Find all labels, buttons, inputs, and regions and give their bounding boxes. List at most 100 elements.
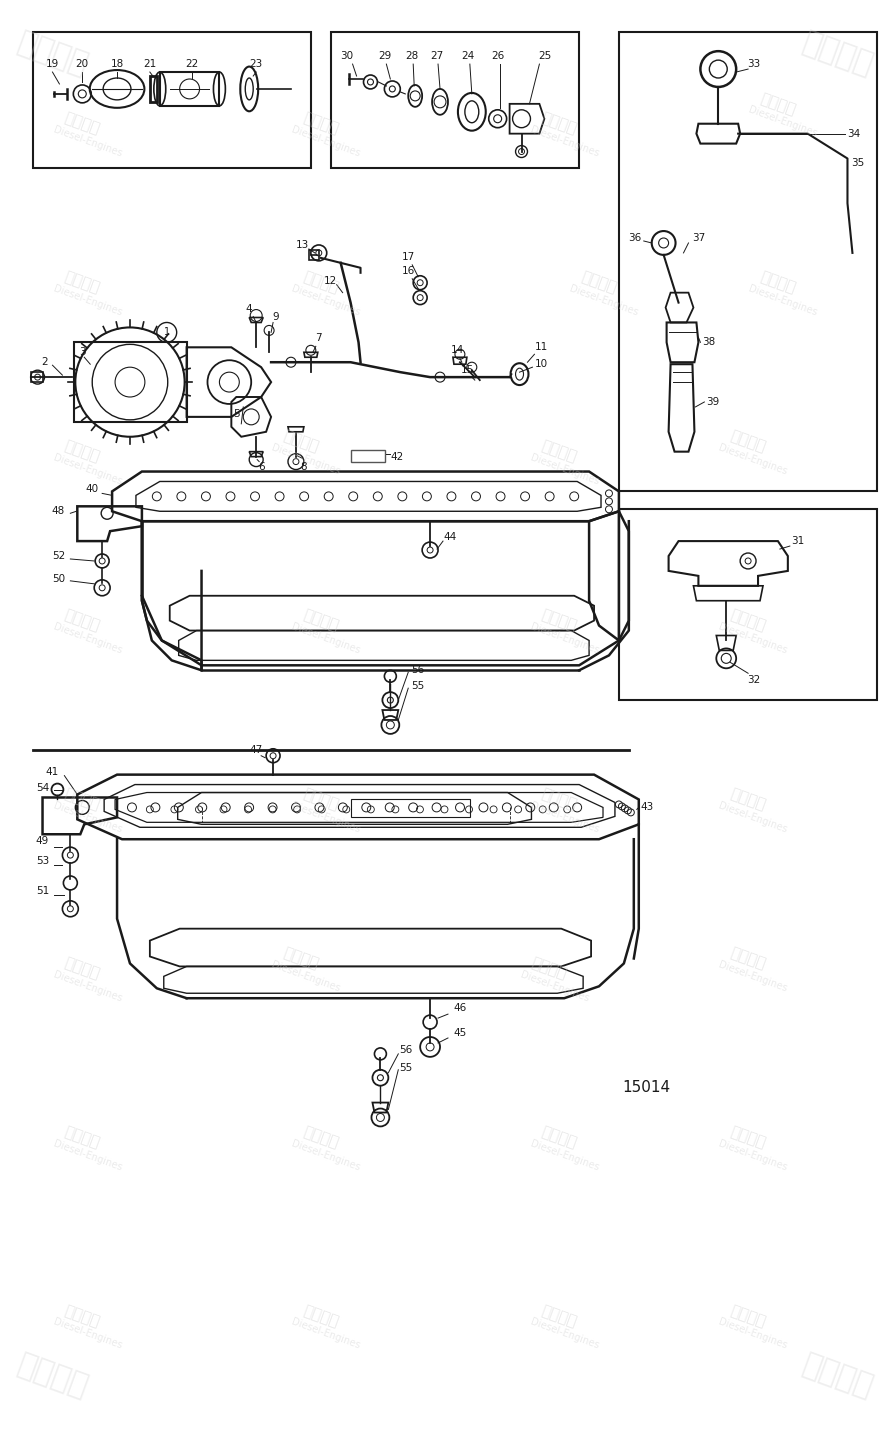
Text: 8: 8 bbox=[301, 462, 307, 472]
Text: Diesel-Engines: Diesel-Engines bbox=[52, 283, 123, 318]
Text: 聚发动力: 聚发动力 bbox=[728, 607, 768, 634]
Text: 41: 41 bbox=[46, 767, 59, 777]
Text: 聚发动力: 聚发动力 bbox=[539, 438, 579, 465]
Text: 46: 46 bbox=[453, 1003, 466, 1013]
Text: Diesel-Engines: Diesel-Engines bbox=[52, 452, 123, 487]
Text: 13: 13 bbox=[296, 240, 310, 250]
Text: Diesel-Engines: Diesel-Engines bbox=[290, 1317, 361, 1351]
Text: 9: 9 bbox=[272, 312, 279, 322]
Text: 聚发动力: 聚发动力 bbox=[62, 1304, 102, 1329]
Text: 6: 6 bbox=[258, 462, 264, 472]
Text: 3: 3 bbox=[79, 348, 85, 358]
Text: 43: 43 bbox=[640, 803, 653, 813]
Text: 聚发动力: 聚发动力 bbox=[728, 1304, 768, 1329]
Text: 聚发动力: 聚发动力 bbox=[301, 1125, 341, 1151]
Text: 聚发动力: 聚发动力 bbox=[62, 269, 102, 296]
Text: 聚发动力: 聚发动力 bbox=[281, 946, 320, 972]
Text: Diesel-Engines: Diesel-Engines bbox=[52, 1317, 123, 1351]
Text: 27: 27 bbox=[431, 52, 444, 62]
Text: 17: 17 bbox=[401, 252, 415, 262]
Text: 20: 20 bbox=[76, 59, 89, 69]
Text: 39: 39 bbox=[706, 396, 719, 406]
Text: Diesel-Engines: Diesel-Engines bbox=[748, 283, 819, 318]
Text: 7: 7 bbox=[315, 333, 322, 343]
Text: Diesel-Engines: Diesel-Engines bbox=[717, 621, 789, 655]
Text: 1: 1 bbox=[164, 328, 170, 338]
Text: Diesel-Engines: Diesel-Engines bbox=[271, 959, 342, 993]
Text: 31: 31 bbox=[791, 537, 805, 547]
Text: 42: 42 bbox=[391, 452, 404, 462]
Text: Diesel-Engines: Diesel-Engines bbox=[529, 124, 600, 159]
Text: 26: 26 bbox=[491, 52, 505, 62]
Text: 聚发动力: 聚发动力 bbox=[728, 428, 768, 455]
Text: Diesel-Engines: Diesel-Engines bbox=[717, 959, 789, 993]
Text: 49: 49 bbox=[36, 836, 49, 846]
Text: Diesel-Engines: Diesel-Engines bbox=[717, 1317, 789, 1351]
Text: 聚发动力: 聚发动力 bbox=[13, 1349, 92, 1402]
Text: 12: 12 bbox=[324, 276, 337, 286]
Text: Diesel-Engines: Diesel-Engines bbox=[271, 442, 342, 477]
Text: 21: 21 bbox=[143, 59, 157, 69]
Text: 聚发动力: 聚发动力 bbox=[13, 29, 92, 80]
Text: 15014: 15014 bbox=[623, 1080, 671, 1095]
Text: 10: 10 bbox=[535, 359, 548, 369]
Text: Diesel-Engines: Diesel-Engines bbox=[52, 1138, 123, 1172]
Text: 聚发动力: 聚发动力 bbox=[62, 1125, 102, 1151]
Text: 聚发动力: 聚发动力 bbox=[539, 110, 579, 137]
Text: 19: 19 bbox=[46, 59, 59, 69]
Text: 聚发动力: 聚发动力 bbox=[281, 428, 320, 455]
Text: Diesel-Engines: Diesel-Engines bbox=[290, 283, 361, 318]
Text: 聚发动力: 聚发动力 bbox=[579, 269, 619, 296]
Text: 53: 53 bbox=[36, 856, 49, 866]
Text: 52: 52 bbox=[52, 551, 65, 561]
Text: 47: 47 bbox=[249, 744, 263, 754]
Text: 聚发动力: 聚发动力 bbox=[301, 607, 341, 634]
Text: 30: 30 bbox=[340, 52, 353, 62]
Text: 聚发动力: 聚发动力 bbox=[62, 786, 102, 813]
Text: 48: 48 bbox=[52, 507, 65, 517]
Text: Diesel-Engines: Diesel-Engines bbox=[717, 442, 789, 477]
Text: Diesel-Engines: Diesel-Engines bbox=[569, 283, 640, 318]
Text: 聚发动力: 聚发动力 bbox=[301, 1304, 341, 1329]
Text: 聚发动力: 聚发动力 bbox=[539, 786, 579, 813]
Text: 16: 16 bbox=[401, 266, 415, 276]
Text: 28: 28 bbox=[406, 52, 419, 62]
Text: 22: 22 bbox=[185, 59, 198, 69]
Text: 51: 51 bbox=[36, 886, 49, 896]
Text: 29: 29 bbox=[379, 52, 392, 62]
Text: 54: 54 bbox=[36, 783, 49, 793]
Text: 聚发动力: 聚发动力 bbox=[728, 1125, 768, 1151]
Text: Diesel-Engines: Diesel-Engines bbox=[290, 800, 361, 834]
Text: 聚发动力: 聚发动力 bbox=[530, 954, 569, 982]
Text: 34: 34 bbox=[846, 129, 860, 139]
Text: 聚发动力: 聚发动力 bbox=[758, 269, 797, 296]
Text: 聚发动力: 聚发动力 bbox=[62, 607, 102, 634]
Text: 聚发动力: 聚发动力 bbox=[539, 607, 579, 634]
Text: 23: 23 bbox=[249, 59, 263, 69]
Text: 32: 32 bbox=[748, 675, 761, 685]
Text: 15: 15 bbox=[461, 365, 474, 375]
Text: Diesel-Engines: Diesel-Engines bbox=[717, 800, 789, 834]
Text: 聚发动力: 聚发动力 bbox=[539, 1125, 579, 1151]
Text: 5: 5 bbox=[233, 409, 239, 419]
Text: 25: 25 bbox=[538, 52, 551, 62]
Text: Diesel-Engines: Diesel-Engines bbox=[529, 452, 600, 487]
Text: 聚发动力: 聚发动力 bbox=[62, 110, 102, 137]
Text: 聚发动力: 聚发动力 bbox=[301, 786, 341, 813]
Text: 聚发动力: 聚发动力 bbox=[728, 786, 768, 813]
Text: 38: 38 bbox=[701, 338, 715, 348]
Text: Diesel-Engines: Diesel-Engines bbox=[290, 1138, 361, 1172]
Text: 55: 55 bbox=[411, 681, 425, 691]
Text: 14: 14 bbox=[451, 345, 465, 355]
Text: 50: 50 bbox=[52, 574, 65, 584]
Text: Diesel-Engines: Diesel-Engines bbox=[52, 621, 123, 655]
Text: 18: 18 bbox=[110, 59, 124, 69]
Text: Diesel-Engines: Diesel-Engines bbox=[529, 1138, 600, 1172]
Text: Diesel-Engines: Diesel-Engines bbox=[529, 800, 600, 834]
Text: Diesel-Engines: Diesel-Engines bbox=[52, 969, 123, 1003]
Text: 聚发动力: 聚发动力 bbox=[301, 110, 341, 137]
Text: Diesel-Engines: Diesel-Engines bbox=[529, 621, 600, 655]
Text: Diesel-Engines: Diesel-Engines bbox=[717, 1138, 789, 1172]
Text: 聚发动力: 聚发动力 bbox=[798, 1349, 877, 1402]
Text: 33: 33 bbox=[748, 59, 761, 69]
